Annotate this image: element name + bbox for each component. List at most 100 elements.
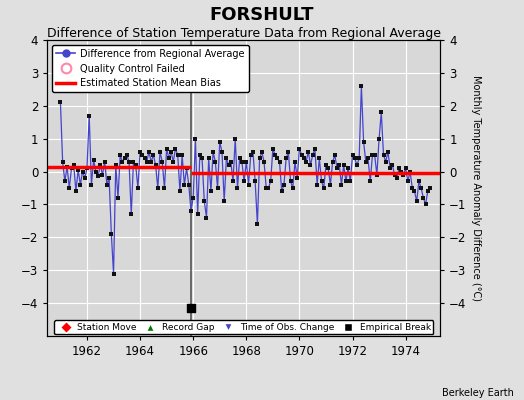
Legend: Station Move, Record Gap, Time of Obs. Change, Empirical Break: Station Move, Record Gap, Time of Obs. C… <box>54 320 433 334</box>
Point <box>114 195 122 201</box>
Point <box>92 168 100 175</box>
Point <box>342 178 350 185</box>
Point <box>419 195 428 201</box>
Point <box>275 158 283 165</box>
Point <box>384 149 392 155</box>
Point <box>198 155 206 162</box>
Point <box>329 158 337 165</box>
Point <box>211 158 220 165</box>
Point <box>302 158 310 165</box>
Point <box>125 158 133 165</box>
Point <box>195 152 204 158</box>
Point <box>426 185 434 191</box>
Point <box>191 136 200 142</box>
Point <box>103 182 111 188</box>
Point <box>222 155 231 162</box>
Point <box>81 175 89 181</box>
Point <box>315 155 323 162</box>
Point <box>368 152 377 158</box>
Point <box>220 198 228 204</box>
Point <box>348 152 357 158</box>
Point <box>379 152 388 158</box>
Point <box>264 185 272 191</box>
Point <box>138 152 147 158</box>
Point <box>218 149 226 155</box>
Point <box>74 167 82 173</box>
Point <box>255 155 264 162</box>
Point <box>59 158 67 165</box>
Point <box>121 155 129 162</box>
Point <box>381 158 390 165</box>
Point <box>143 158 151 165</box>
Point <box>253 221 261 227</box>
Point <box>390 172 399 178</box>
Point <box>180 182 189 188</box>
Point <box>313 182 321 188</box>
Point <box>370 152 379 158</box>
Point <box>269 145 277 152</box>
Point <box>293 175 301 181</box>
Point <box>244 182 253 188</box>
Point <box>373 172 381 178</box>
Point <box>403 178 412 185</box>
Point <box>324 165 332 172</box>
Point <box>322 162 330 168</box>
Point <box>154 185 162 191</box>
Point <box>209 149 217 155</box>
Point <box>83 165 91 172</box>
Point <box>160 185 169 191</box>
Point <box>357 83 366 89</box>
Point <box>87 182 95 188</box>
Point <box>344 165 352 172</box>
Point <box>149 152 158 158</box>
Point <box>156 149 164 155</box>
Point <box>63 164 71 170</box>
Point <box>353 162 361 168</box>
Point <box>258 149 266 155</box>
Point <box>262 185 270 191</box>
Point <box>320 185 328 191</box>
Point <box>151 162 160 168</box>
Point <box>189 195 198 201</box>
Point <box>123 152 131 158</box>
Point <box>129 158 138 165</box>
Point <box>295 145 303 152</box>
Point <box>260 158 268 165</box>
Point <box>240 178 248 185</box>
Point <box>56 99 64 106</box>
Point <box>273 155 281 162</box>
Point <box>178 152 187 158</box>
Point <box>406 168 414 175</box>
Point <box>116 152 124 158</box>
Point <box>337 182 346 188</box>
Point <box>231 136 239 142</box>
Point <box>377 109 386 116</box>
Point <box>112 162 120 168</box>
Point <box>251 178 259 185</box>
Point <box>399 172 408 178</box>
Point <box>202 214 211 221</box>
Point <box>318 178 326 185</box>
Point <box>388 162 397 168</box>
Point <box>364 155 372 162</box>
Point <box>182 165 191 172</box>
Point <box>162 145 171 152</box>
Point <box>76 182 84 188</box>
Point <box>176 188 184 194</box>
Point <box>235 155 244 162</box>
Point <box>278 188 286 194</box>
Point <box>167 149 176 155</box>
Point <box>309 152 317 158</box>
Point <box>158 158 167 165</box>
Point <box>134 185 142 191</box>
Point <box>335 162 343 168</box>
Point <box>184 182 193 188</box>
Text: FORSHULT: FORSHULT <box>210 6 314 24</box>
Point <box>70 162 78 168</box>
Point <box>213 185 222 191</box>
Point <box>140 155 149 162</box>
Title: Difference of Station Temperature Data from Regional Average: Difference of Station Temperature Data f… <box>47 27 441 40</box>
Point <box>227 158 235 165</box>
Point <box>421 201 430 208</box>
Point <box>207 188 215 194</box>
